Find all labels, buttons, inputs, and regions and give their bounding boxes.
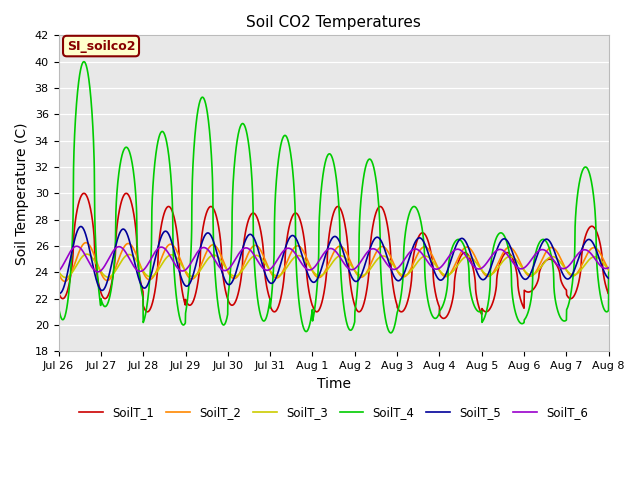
SoilT_2	[483, 273, 491, 279]
SoilT_5	[54, 290, 62, 296]
SoilT_3	[62, 275, 70, 280]
Line: SoilT_3: SoilT_3	[58, 254, 609, 277]
SoilT_3	[131, 255, 138, 261]
SoilT_2	[177, 257, 184, 263]
SoilT_3	[605, 267, 612, 273]
Y-axis label: Soil Temperature (C): Soil Temperature (C)	[15, 122, 29, 264]
SoilT_4	[387, 330, 394, 336]
SoilT_5	[495, 243, 502, 249]
SoilT_6	[73, 243, 81, 249]
SoilT_2	[86, 243, 93, 249]
SoilT_6	[131, 264, 138, 270]
X-axis label: Time: Time	[317, 377, 351, 391]
SoilT_1	[417, 231, 424, 237]
SoilT_4	[605, 269, 612, 275]
SoilT_4	[417, 217, 424, 223]
SoilT_5	[605, 276, 612, 281]
SoilT_2	[131, 247, 138, 253]
SoilT_3	[86, 252, 93, 258]
SoilT_3	[483, 272, 491, 277]
SoilT_1	[495, 266, 502, 272]
Line: SoilT_5: SoilT_5	[58, 227, 609, 293]
SoilT_5	[131, 258, 138, 264]
SoilT_5	[483, 274, 491, 279]
Line: SoilT_2: SoilT_2	[58, 243, 609, 281]
SoilT_5	[56, 290, 63, 296]
SoilT_6	[417, 249, 424, 255]
SoilT_1	[440, 315, 447, 321]
SoilT_6	[605, 264, 612, 270]
SoilT_4	[177, 318, 184, 324]
SoilT_2	[417, 247, 424, 252]
SoilT_2	[495, 260, 502, 265]
SoilT_4	[483, 307, 491, 313]
Line: SoilT_1: SoilT_1	[58, 193, 609, 318]
SoilT_1	[80, 191, 88, 196]
Line: SoilT_6: SoilT_6	[58, 246, 609, 272]
SoilT_1	[54, 289, 62, 295]
SoilT_6	[495, 247, 502, 252]
SoilT_3	[54, 269, 62, 275]
SoilT_4	[131, 174, 138, 180]
SoilT_3	[177, 261, 184, 266]
SoilT_5	[86, 248, 93, 254]
SoilT_1	[605, 269, 612, 275]
SoilT_6	[94, 269, 102, 275]
Text: SI_soilco2: SI_soilco2	[67, 39, 135, 52]
SoilT_4	[54, 304, 62, 310]
Legend: SoilT_1, SoilT_2, SoilT_3, SoilT_4, SoilT_5, SoilT_6: SoilT_1, SoilT_2, SoilT_3, SoilT_4, Soil…	[75, 401, 593, 424]
SoilT_4	[86, 83, 93, 89]
SoilT_2	[61, 278, 68, 284]
Title: Soil CO2 Temperatures: Soil CO2 Temperatures	[246, 15, 421, 30]
SoilT_5	[177, 273, 184, 279]
SoilT_1	[177, 276, 184, 282]
SoilT_3	[417, 256, 424, 262]
SoilT_1	[86, 202, 93, 208]
SoilT_6	[86, 261, 93, 266]
SoilT_2	[82, 240, 90, 246]
SoilT_6	[483, 260, 491, 266]
SoilT_1	[131, 213, 138, 219]
Line: SoilT_4: SoilT_4	[58, 61, 609, 333]
SoilT_2	[605, 267, 612, 273]
SoilT_4	[495, 231, 502, 237]
SoilT_5	[77, 224, 85, 229]
SoilT_2	[54, 271, 62, 276]
SoilT_4	[80, 59, 88, 64]
SoilT_6	[177, 268, 184, 274]
SoilT_3	[495, 264, 502, 270]
SoilT_3	[83, 251, 91, 257]
SoilT_6	[54, 268, 62, 274]
SoilT_5	[417, 235, 424, 241]
SoilT_1	[483, 309, 491, 314]
